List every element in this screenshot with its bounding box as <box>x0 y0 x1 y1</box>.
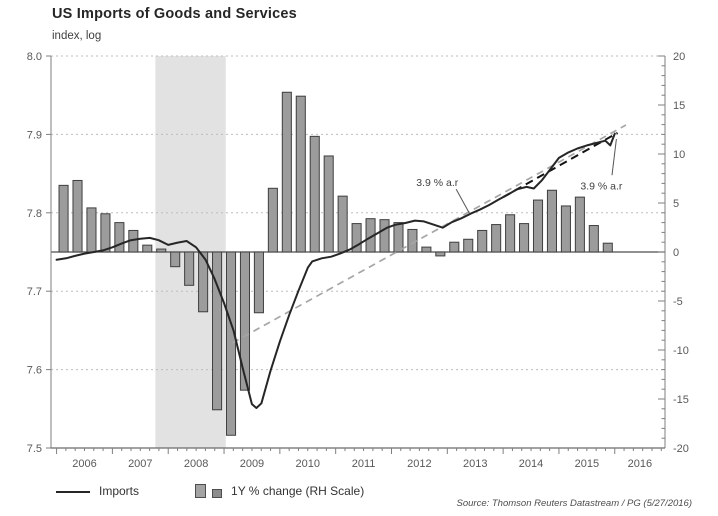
x-axis-label-2011: 2011 <box>352 458 376 470</box>
bar-2008-q2 <box>184 251 195 286</box>
right-axis-label--20: -20 <box>673 443 689 455</box>
bar-2010-q1 <box>281 91 292 253</box>
bar-2011-q2 <box>351 223 362 253</box>
x-axis-label-2012: 2012 <box>407 458 431 470</box>
bar-2015-q1 <box>560 205 571 253</box>
bar-2006-q2 <box>72 179 83 253</box>
bar-2011-q4 <box>379 219 390 253</box>
x-axis-label-2014: 2014 <box>519 458 543 470</box>
chart-legend: Imports 1Y % change (RH Scale) <box>56 484 364 498</box>
legend-label-imports: Imports <box>99 484 140 498</box>
annotation-leader-1 <box>455 189 471 214</box>
left-axis-label-7.8: 7.8 <box>27 208 42 220</box>
right-axis-label--10: -10 <box>673 345 689 357</box>
chart-title: US Imports of Goods and Services <box>52 6 297 22</box>
imports-line-swatch <box>56 490 90 493</box>
bar-2014-q1 <box>505 214 516 253</box>
bar-2007-q1 <box>114 222 125 253</box>
imports-line <box>55 132 616 409</box>
bar-2009-q3 <box>253 251 264 314</box>
bar-2013-q4 <box>491 224 502 253</box>
bar-2008-q4 <box>212 251 223 411</box>
left-axis-label-7.7: 7.7 <box>27 286 42 298</box>
bar-2008-q3 <box>198 251 209 313</box>
bar-2013-q1 <box>449 241 460 253</box>
left-axis-label-7.5: 7.5 <box>27 443 42 455</box>
right-axis-label--15: -15 <box>673 394 689 406</box>
left-axis-label-7.6: 7.6 <box>27 365 42 377</box>
legend-label-bar-series: 1Y % change (RH Scale) <box>231 484 365 498</box>
bar-2014-q4 <box>546 189 558 253</box>
x-axis-label-2010: 2010 <box>296 458 320 470</box>
bar-2015-q3 <box>588 225 599 253</box>
x-axis-label-2008: 2008 <box>184 458 208 470</box>
annotation-leader-2 <box>611 139 617 176</box>
bar-2007-q4 <box>156 248 167 253</box>
bar-2013-q3 <box>477 229 488 253</box>
bar-2012-q3 <box>421 246 432 253</box>
bar-series-swatch-small <box>212 488 223 498</box>
right-axis-label-0: 0 <box>673 247 679 259</box>
left-axis-label-7.9: 7.9 <box>27 129 42 141</box>
trend-line-black-dashed <box>502 131 619 198</box>
right-axis-label--5: -5 <box>673 296 683 308</box>
bar-2010-q4 <box>323 155 334 253</box>
bar-2006-q4 <box>100 213 111 253</box>
bar-2014-q3 <box>532 199 544 253</box>
x-axis-label-2015: 2015 <box>575 458 599 470</box>
x-axis-label-2016: 2016 <box>628 458 652 470</box>
bar-2009-q4 <box>267 187 278 253</box>
legend-item-imports: Imports <box>56 484 139 498</box>
right-axis-label-20: 20 <box>673 51 685 63</box>
bar-2010-q3 <box>309 135 320 253</box>
bar-2015-q2 <box>574 196 585 253</box>
x-axis-label-2006: 2006 <box>72 458 96 470</box>
annotation-text-2: 3.9 % a.r <box>580 180 623 192</box>
bar-2006-q3 <box>86 207 97 253</box>
bar-2010-q2 <box>295 95 306 253</box>
bar-series-swatch-large <box>195 484 207 498</box>
x-axis-label-2009: 2009 <box>240 458 264 470</box>
bar-2013-q2 <box>463 238 474 253</box>
right-axis-label-15: 15 <box>673 100 685 112</box>
bar-2006-q1 <box>58 184 69 253</box>
right-axis-label-10: 10 <box>673 149 685 161</box>
bar-2012-q1 <box>393 222 404 253</box>
bar-2009-q1 <box>225 251 237 436</box>
trend-line-gray-dashed <box>231 124 627 344</box>
left-axis-label-8.0: 8.0 <box>27 51 42 63</box>
bar-2011-q1 <box>337 195 348 253</box>
bar-2012-q4 <box>435 251 446 257</box>
legend-item-bar-series: 1Y % change (RH Scale) <box>195 484 364 498</box>
right-axis-label-5: 5 <box>673 198 679 210</box>
bar-2014-q2 <box>519 223 530 253</box>
x-axis-label-2007: 2007 <box>128 458 152 470</box>
annotation-text-1: 3.9 % a.r <box>416 177 459 189</box>
bar-2009-q2 <box>239 251 251 391</box>
x-axis-label-2013: 2013 <box>463 458 487 470</box>
bar-2015-q4 <box>602 242 613 253</box>
source-note: Source: Thomson Reuters Datastream / PG … <box>456 498 693 509</box>
chart-subtitle: index, log <box>52 30 102 42</box>
bar-2007-q3 <box>142 244 153 253</box>
bar-2008-q1 <box>170 251 181 268</box>
